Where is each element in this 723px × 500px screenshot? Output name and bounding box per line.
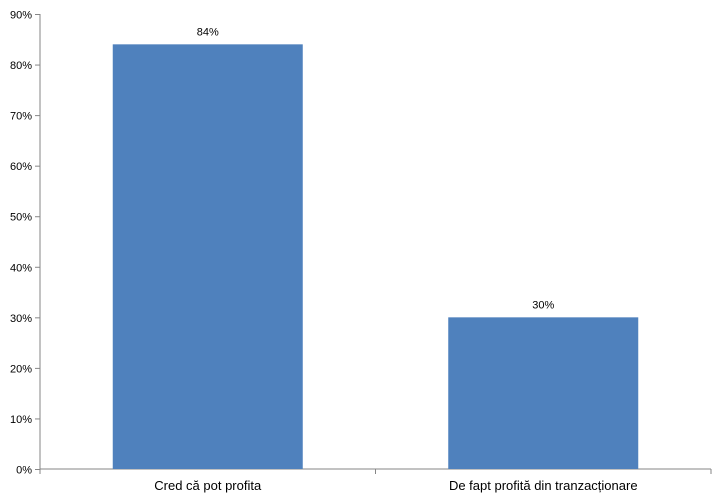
y-tick-label: 60% [10,161,32,173]
y-tick-label: 20% [10,363,32,375]
x-axis-labels: Cred că pot profita De fapt profită din t… [154,478,637,493]
y-tick-label: 0% [16,465,32,477]
bar [112,44,303,469]
y-tick-label: 40% [10,262,32,274]
bar [448,317,639,469]
y-axis-ticks: 0% 10% 20% 30% 40% 50% 60% 70% 80% 90% [10,10,712,477]
y-tick-label: 50% [10,212,32,224]
x-category-label: Cred că pot profita [154,478,262,493]
x-category-label: De fapt profită din tranzacționare [449,478,638,493]
bars [112,44,639,469]
y-tick-label: 90% [10,10,32,22]
y-tick-label: 10% [10,414,32,426]
y-tick-label: 80% [10,60,32,72]
y-tick-label: 70% [10,111,32,123]
bar-value-label: 84% [197,26,219,38]
y-tick-label: 30% [10,313,32,325]
bar-value-label: 30% [532,299,554,311]
data-labels: 84% 30% [197,26,555,311]
